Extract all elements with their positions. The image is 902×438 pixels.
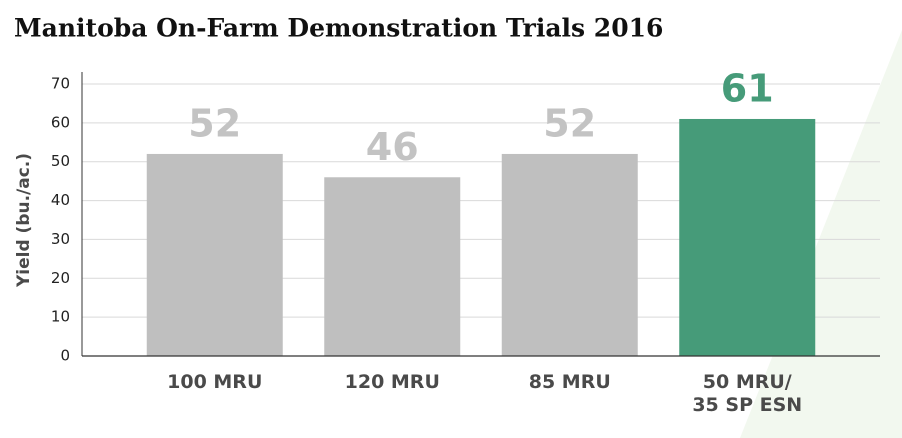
y-tick-label: 70 [51, 75, 70, 93]
y-tick-label: 40 [51, 191, 70, 209]
data-label: 52 [188, 101, 241, 145]
x-tick-label: 120 MRU [344, 371, 440, 393]
y-tick-label: 10 [51, 308, 70, 326]
y-axis-label: Yield (bu./ac.) [14, 153, 34, 288]
x-tick-label: 100 MRU [167, 371, 263, 393]
data-label: 46 [366, 125, 419, 169]
y-tick-label: 50 [51, 152, 70, 170]
bar [501, 153, 638, 356]
y-tick-label: 20 [51, 269, 70, 287]
y-tick-label: 0 [60, 347, 70, 365]
data-label: 52 [543, 101, 596, 145]
chart-title: Manitoba On-Farm Demonstration Trials 20… [14, 14, 663, 43]
bar [146, 153, 283, 356]
x-tick-label: 85 MRU [528, 371, 611, 393]
bar [679, 118, 816, 356]
x-tick-label: 50 MRU/ 35 SP ESN [692, 371, 803, 416]
y-tick-label: 30 [51, 230, 70, 248]
bar [324, 177, 461, 356]
y-tick-label: 60 [51, 113, 70, 131]
data-label: 61 [721, 66, 774, 110]
